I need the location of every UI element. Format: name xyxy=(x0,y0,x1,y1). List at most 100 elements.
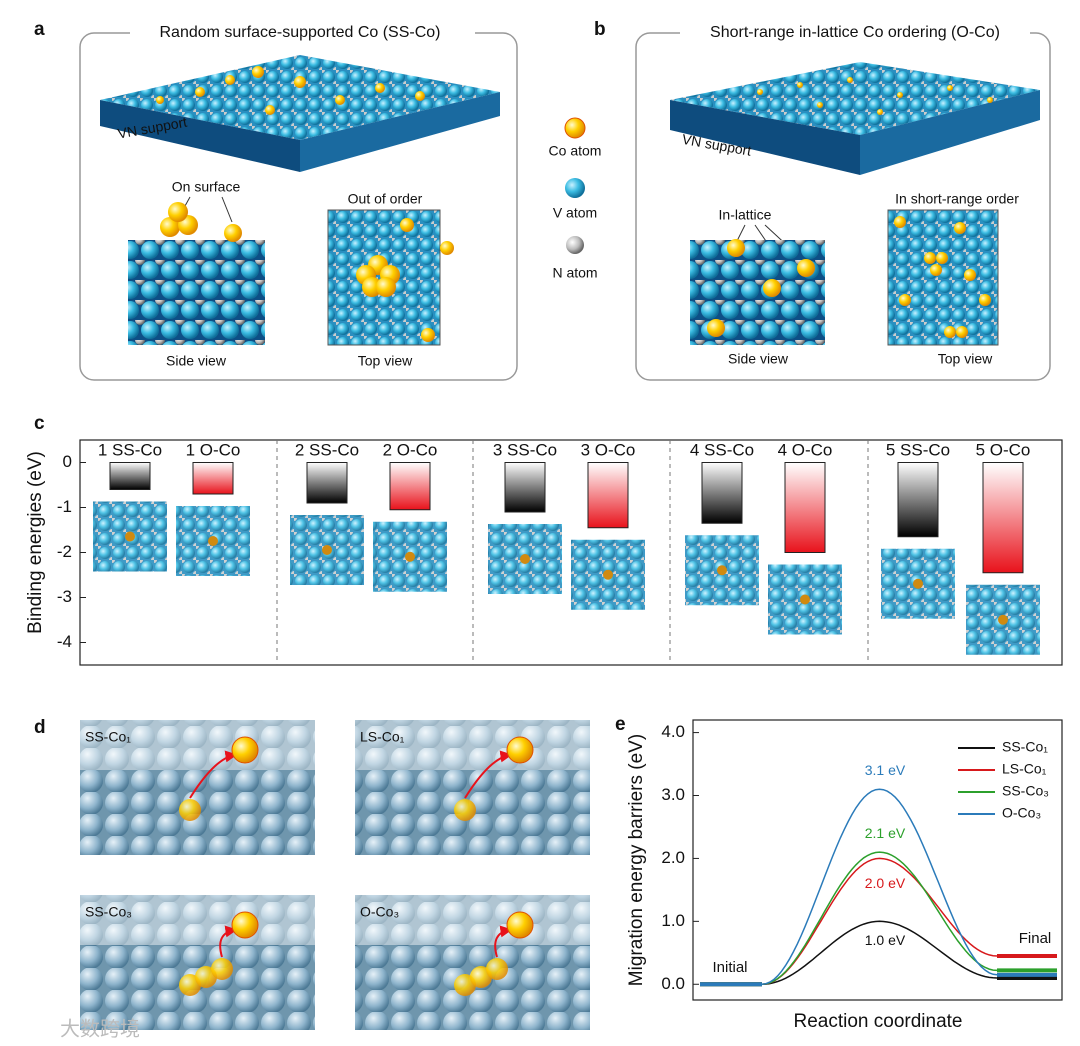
x-category-label: Initial xyxy=(712,959,747,976)
co-atom xyxy=(454,799,476,821)
y-tick-label: 4.0 xyxy=(661,722,685,741)
side-view xyxy=(128,240,265,345)
callout: In short-range order xyxy=(895,191,1019,207)
co-atom xyxy=(506,911,534,939)
slab-top xyxy=(100,55,500,140)
value-label: 2.0 eV xyxy=(865,875,906,891)
co-site xyxy=(998,614,1008,625)
co-site xyxy=(125,531,135,542)
legend-label: V atom xyxy=(553,205,597,221)
energy-curve xyxy=(761,788,998,986)
arrow xyxy=(494,925,513,958)
co-atoms xyxy=(757,77,993,115)
panel-b: b Short-range in-lattice Co ordering (O-… xyxy=(594,19,1051,381)
co-site xyxy=(800,594,810,605)
co-atoms xyxy=(356,218,454,342)
bar xyxy=(192,462,234,495)
bar xyxy=(897,462,939,538)
haze xyxy=(355,720,590,770)
panel-letter: b xyxy=(594,19,606,40)
category-label: 4 O-Co xyxy=(778,440,833,459)
view-label: Side view xyxy=(166,353,227,369)
y-tick-label: 0 xyxy=(63,452,72,471)
category-label: 3 SS-Co xyxy=(493,440,557,459)
y-tick-label: -2 xyxy=(57,542,72,561)
energy-curve xyxy=(761,920,998,986)
value-label: 2.1 eV xyxy=(865,825,906,841)
panel-a: a Random surface-supported Co (SS-Co) VN… xyxy=(34,19,518,381)
legend-label: O-Co₃ xyxy=(1002,805,1041,821)
callout: On surface xyxy=(172,179,241,195)
co-atom xyxy=(211,958,233,980)
y-tick-label: 3.0 xyxy=(661,785,685,804)
plot-frame xyxy=(692,719,1063,1001)
value-label: 3.1 eV xyxy=(865,762,906,778)
bar xyxy=(389,462,431,511)
bar xyxy=(504,462,546,513)
panel-d: d SS-Co₁ LS-Co₁ SS-Co₃ O-Co₃ xyxy=(34,717,590,1030)
illustration xyxy=(80,895,315,1030)
co-atom xyxy=(179,799,201,821)
image-label: SS-Co₁ xyxy=(85,729,131,745)
category-label: 2 SS-Co xyxy=(295,440,359,459)
view-label: Top view xyxy=(938,351,993,367)
panel-title: Short-range in-lattice Co ordering (O-Co… xyxy=(710,24,1000,41)
panel-title: Random surface-supported Co (SS-Co) xyxy=(159,24,440,41)
illustration xyxy=(355,895,590,1030)
title-bg xyxy=(680,22,1030,44)
category-label: 3 O-Co xyxy=(581,440,636,459)
haze xyxy=(80,895,315,945)
callout: Out of order xyxy=(348,191,423,207)
co-atoms xyxy=(707,239,815,337)
co-site xyxy=(322,545,332,555)
y-axis-label: Migration energy barriers (eV) xyxy=(626,734,647,986)
title-bg xyxy=(130,22,475,44)
watermark: 大数跨境 xyxy=(60,1017,140,1040)
panel-letter: d xyxy=(34,717,46,738)
category-label: 1 SS-Co xyxy=(98,440,162,459)
co-site xyxy=(913,578,923,589)
haze xyxy=(80,720,315,770)
slab-side xyxy=(860,90,1040,175)
slab-side xyxy=(670,100,860,175)
atom-legend: Co atom V atom N atom xyxy=(549,117,602,281)
co-atoms xyxy=(160,202,242,242)
bar xyxy=(109,462,151,490)
bar xyxy=(701,462,743,524)
category-label: 5 SS-Co xyxy=(886,440,950,459)
legend-label: Co atom xyxy=(549,143,602,159)
co-site xyxy=(520,554,530,564)
co-site xyxy=(603,569,613,580)
arrow xyxy=(219,925,238,958)
slab-side xyxy=(100,100,300,172)
y-tick-label: -4 xyxy=(57,632,72,651)
top-view xyxy=(887,209,999,346)
image-label: O-Co₃ xyxy=(360,904,399,920)
y-tick-label: 2.0 xyxy=(661,848,685,867)
x-axis-label: Reaction coordinate xyxy=(794,1011,963,1032)
legend-swatch xyxy=(564,117,586,139)
haze xyxy=(355,895,590,945)
legend-label: SS-Co₁ xyxy=(1002,739,1048,755)
co-site xyxy=(717,565,727,576)
energy-curve xyxy=(761,857,998,986)
value-label: 1.0 eV xyxy=(865,932,906,948)
category-label: 4 SS-Co xyxy=(690,440,754,459)
legend-label: LS-Co₁ xyxy=(1002,761,1047,777)
co-atoms xyxy=(156,66,425,115)
bar xyxy=(587,462,629,529)
image-label: SS-Co₃ xyxy=(85,904,132,920)
y-tick-label: 1.0 xyxy=(661,911,685,930)
callout: In-lattice xyxy=(719,207,772,223)
legend-label: N atom xyxy=(552,265,597,281)
energy-curve xyxy=(761,851,998,986)
bar xyxy=(784,462,826,553)
co-atom xyxy=(231,911,259,939)
legend-label: SS-Co₃ xyxy=(1002,783,1049,799)
bar xyxy=(306,462,348,504)
panel-letter: a xyxy=(34,19,45,40)
arrow xyxy=(464,750,513,799)
arrow xyxy=(189,750,238,799)
co-site xyxy=(208,536,218,546)
